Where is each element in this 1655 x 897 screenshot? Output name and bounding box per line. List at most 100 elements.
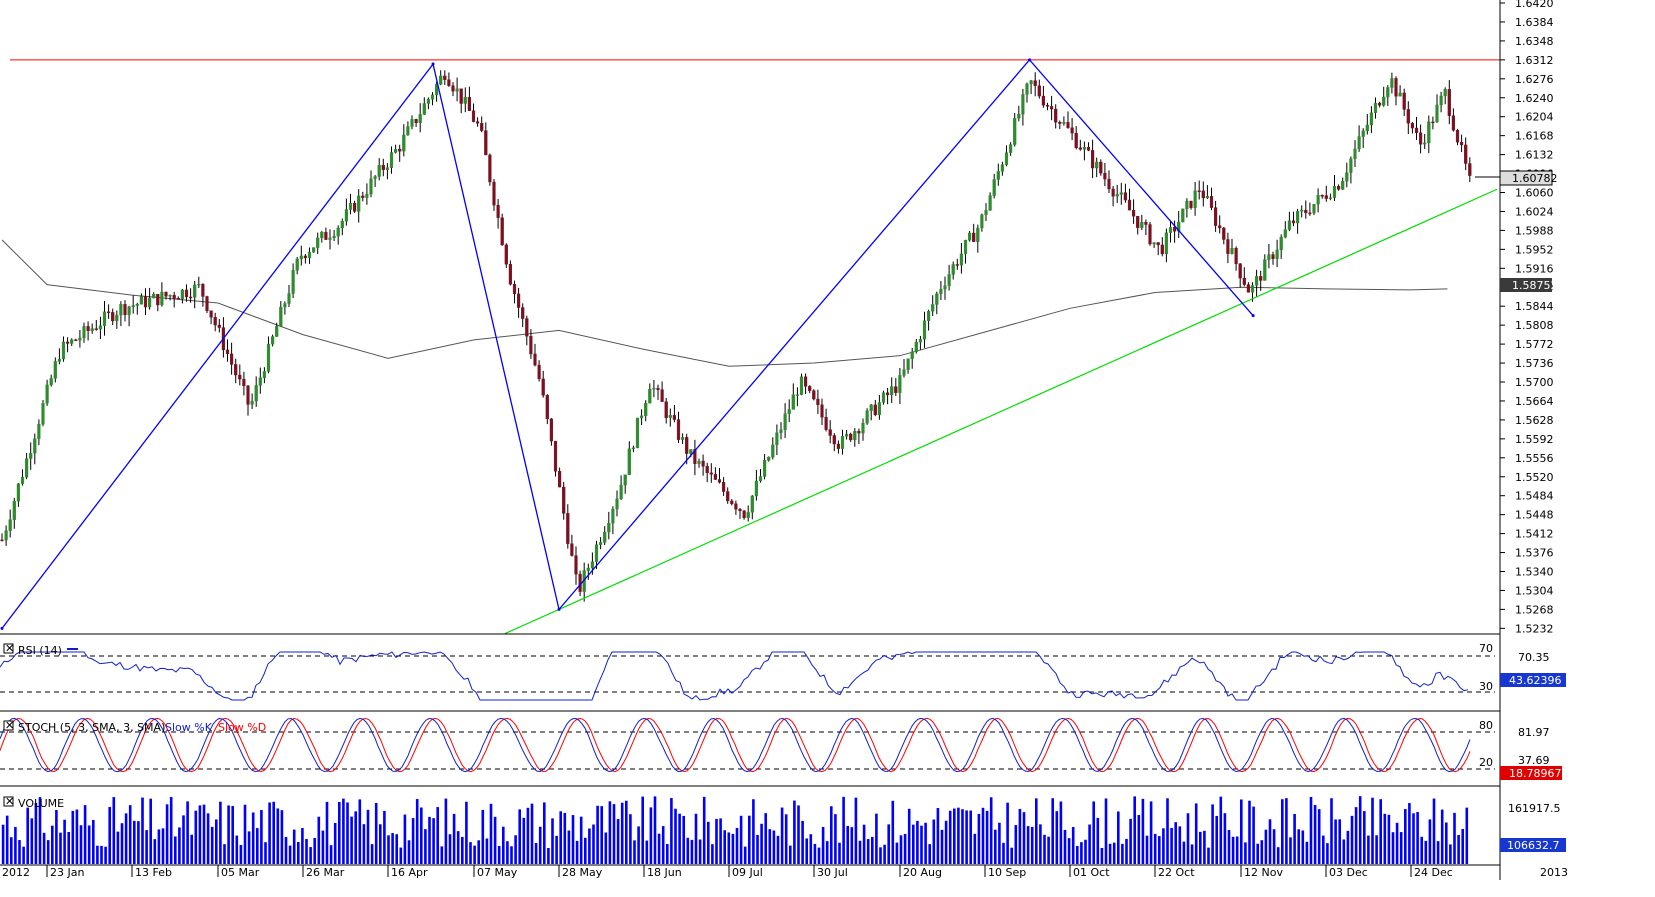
volume-bar: [1215, 815, 1218, 864]
candle-body: [279, 306, 283, 327]
rsi-pane[interactable]: ✕ RSI (14): [0, 642, 1495, 701]
volume-bar: [670, 798, 673, 864]
volume-bar: [563, 812, 567, 864]
volume-bar: [59, 832, 62, 864]
volume-close-icon[interactable]: [3, 796, 14, 807]
volume-bar: [506, 841, 509, 864]
candle-body: [381, 165, 385, 170]
price-tick-label: 1.5664: [1515, 395, 1554, 408]
candle-body: [193, 284, 197, 298]
price-tick-label: 1.6132: [1515, 149, 1554, 162]
volume-bar: [1358, 796, 1362, 864]
candle-body: [586, 567, 590, 571]
candle-body: [25, 458, 29, 478]
volume-bars-layer: [1, 796, 1469, 864]
candle-body: [33, 438, 37, 454]
pattern-point: [1028, 58, 1032, 62]
price-tick-label: 1.5916: [1515, 262, 1554, 275]
candle-body: [406, 126, 410, 136]
candle-body: [1386, 87, 1390, 98]
candle-body: [1054, 108, 1058, 123]
volume-bar: [1080, 842, 1083, 864]
candle-body: [631, 447, 635, 450]
candle-body: [562, 486, 566, 514]
price-tick-label: 1.6060: [1515, 187, 1554, 200]
volume-bar: [477, 840, 480, 864]
candle-body: [1017, 113, 1021, 119]
candle-body: [701, 460, 705, 467]
volume-bar: [530, 803, 534, 864]
volume-bar: [858, 840, 862, 864]
price-tick-label: 1.5376: [1515, 547, 1554, 560]
current-price-value: 1.60782: [1512, 172, 1558, 185]
volume-bar: [616, 818, 620, 864]
volume-bar: [120, 823, 124, 864]
volume-bar: [579, 816, 583, 864]
price-axis[interactable]: 1.6420 1.6384 1.6348 1.6312 1.6276 1.6240 1.62…: [1500, 0, 1554, 635]
volume-bar: [403, 814, 407, 864]
volume-bar: [1018, 808, 1022, 864]
volume-bar: [10, 837, 13, 864]
candle-body: [1058, 121, 1062, 124]
volume-bar: [71, 810, 75, 864]
volume-bar: [1121, 843, 1124, 864]
volume-bar: [1231, 836, 1235, 864]
rsi-close-icon[interactable]: [3, 643, 14, 654]
volume-bar: [5, 815, 9, 864]
volume-bar: [633, 840, 636, 864]
candle-body: [1308, 212, 1312, 215]
volume-bar: [153, 839, 157, 864]
price-tick-label: 1.5304: [1515, 584, 1554, 597]
volume-bar: [1022, 812, 1026, 864]
candle-body: [1000, 164, 1004, 172]
support-trendline: [504, 188, 1498, 635]
candle-body: [1250, 285, 1255, 293]
rsi-title: RSI (14): [18, 644, 62, 657]
volume-pane[interactable]: ✕ VOLUME: [1, 795, 1469, 864]
volume-bar: [801, 820, 804, 864]
candle-body: [1185, 200, 1189, 210]
time-axis[interactable]: 2012 23 Jan 13 Feb 05 Mar 26 Mar 16 Apr 07 May…: [2, 865, 1568, 879]
price-pane[interactable]: [0, 58, 1501, 635]
moving-average-layer: [1, 239, 1448, 367]
volume-bar: [846, 825, 849, 864]
candle-body: [20, 476, 25, 485]
volume-bar: [1133, 796, 1136, 864]
volume-bar: [42, 832, 46, 864]
volume-bar: [1264, 829, 1268, 864]
volume-bar: [711, 844, 714, 864]
price-tick-label: 1.5520: [1515, 471, 1554, 484]
rsi-value-tag: [1500, 673, 1566, 687]
candle-body: [1090, 150, 1095, 169]
candle-body: [1402, 92, 1406, 110]
stoch-close-icon[interactable]: [3, 720, 14, 731]
volume-bar: [67, 831, 70, 864]
candle-body: [1263, 259, 1267, 281]
candle-body: [1115, 194, 1119, 197]
candle-body: [74, 339, 78, 341]
volume-bar: [559, 811, 562, 864]
volume-bar: [297, 841, 300, 864]
volume-bar: [210, 826, 214, 864]
volume-bar: [887, 824, 890, 864]
candle-body: [881, 392, 886, 403]
rsi-line-layer: [0, 651, 1469, 701]
volume-bar: [1158, 836, 1161, 864]
time-tick-label: 22 Oct: [1158, 866, 1195, 879]
volume-bar: [1399, 832, 1403, 864]
candle-body: [398, 148, 402, 152]
pattern-point: [1251, 314, 1255, 318]
price-tick-label: 1.5484: [1515, 490, 1554, 503]
volume-bar: [137, 821, 140, 864]
candle-body: [1152, 242, 1156, 245]
stochastic-pane[interactable]: ✕ STOCH (5, 3, SMA, 3, SMA) Slow %K Slow…: [0, 717, 1495, 773]
volume-bar: [1289, 837, 1292, 864]
volume-bar: [813, 843, 817, 864]
volume-bar: [288, 845, 292, 864]
stoch-scale-mid: 37.69: [1518, 754, 1550, 767]
candle-body: [1295, 211, 1300, 224]
volume-bar: [994, 829, 997, 864]
candle-body: [336, 227, 340, 237]
volume-value-tag: [1500, 838, 1566, 852]
